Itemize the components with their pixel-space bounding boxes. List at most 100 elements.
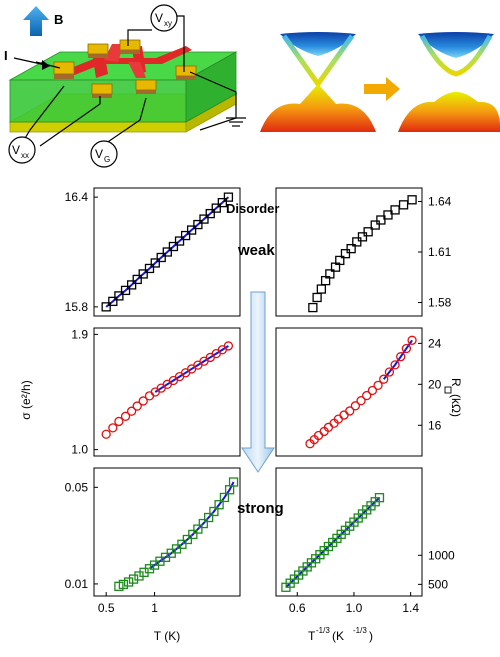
data-point — [340, 249, 351, 259]
data-point — [308, 302, 318, 313]
vg-meter: V G — [90, 140, 118, 168]
left-x-axis-label: T (K) — [154, 629, 180, 643]
data-point — [204, 512, 214, 523]
data-point — [162, 247, 172, 257]
data-point — [384, 367, 395, 377]
data-point — [376, 215, 386, 225]
y-tick-label: 16.4 — [65, 190, 89, 204]
fit-line — [105, 196, 230, 308]
right-x-axis-label: T — [308, 629, 316, 643]
contact-pad — [135, 79, 157, 94]
weak-label: weak — [237, 242, 275, 259]
y-tick-label: 1000 — [428, 548, 455, 562]
y-tick-label: 1.64 — [428, 194, 452, 208]
plot-weak-left: 15.8 16.4 — [65, 190, 234, 314]
contact-pads — [53, 39, 197, 98]
data-point — [144, 263, 155, 274]
device-schematic: B — [4, 4, 246, 168]
data-point — [150, 258, 160, 268]
data-point — [345, 406, 355, 416]
plot-weak-right: 1.58 1.61 1.64 — [308, 194, 452, 313]
y-tick-label: 500 — [428, 577, 448, 591]
y-tick-label: 1.61 — [428, 245, 452, 259]
vg-label: V — [95, 147, 103, 161]
data-point — [199, 214, 209, 224]
contact-pad — [87, 43, 109, 58]
contact-pad — [53, 61, 75, 79]
panel-frame-mid-left — [93, 327, 241, 457]
data-point — [128, 574, 139, 584]
data-point — [120, 411, 131, 421]
disorder-arrow-icon — [241, 291, 275, 473]
y-tick-label: 24 — [428, 336, 442, 350]
data-point — [407, 335, 417, 345]
contact-pad — [119, 39, 141, 54]
data-point — [114, 416, 124, 427]
plot-mid-right: 16 20 24 — [305, 335, 442, 449]
data-point — [120, 285, 131, 296]
vxy-label: V — [155, 11, 163, 25]
data-point — [312, 292, 322, 303]
disorder-label: Disorder — [226, 201, 279, 216]
data-point — [335, 255, 345, 266]
strong-label: strong — [237, 500, 284, 517]
data-point — [182, 534, 193, 545]
data-point — [373, 380, 383, 390]
data-point — [398, 200, 409, 210]
data-point — [228, 477, 239, 487]
y-tick-label: 1.0 — [71, 443, 88, 457]
x-tick-label: 1.0 — [346, 601, 363, 615]
panel-frame-weak-left — [93, 187, 241, 317]
y-tick-label: 0.01 — [65, 577, 89, 591]
vg-subscript: G — [104, 155, 110, 164]
data-point — [346, 243, 356, 254]
vxy-meter: V xy — [150, 4, 178, 32]
current-arrow-icon — [13, 57, 51, 70]
data-point — [390, 205, 400, 215]
panel-frame-mid-right — [275, 327, 423, 457]
vxx-meter: V xx — [8, 136, 36, 164]
y-tick-label: 15.8 — [65, 300, 89, 314]
data-point — [379, 374, 389, 384]
plot-strong-left: 0.01 0.05 0.5 1 — [65, 477, 239, 615]
data-point — [363, 227, 373, 237]
data-point — [132, 401, 142, 411]
data-point — [101, 302, 111, 312]
x-tick-label: 1 — [151, 601, 158, 615]
data-point — [126, 406, 137, 416]
data-point — [108, 296, 118, 307]
data-point — [374, 493, 385, 503]
square-icon — [444, 386, 452, 394]
data-point — [316, 284, 327, 294]
y-tick-label: 1.9 — [71, 327, 88, 341]
vxx-label: V — [12, 143, 20, 157]
x-tick-label: 0.6 — [289, 601, 306, 615]
vxy-subscript: xy — [164, 19, 172, 28]
right-x-axis-label-group: T -1/3 (K -1/3 ) — [308, 626, 373, 643]
fit-line — [382, 339, 413, 380]
data-point — [383, 210, 393, 220]
wires — [23, 15, 246, 151]
data-point — [217, 197, 227, 208]
current-label: I — [4, 48, 8, 63]
data-point — [356, 396, 366, 406]
data-point — [357, 232, 368, 242]
dirac-cone-gapless — [260, 32, 376, 132]
right-x-axis-unit-sup: -1/3 — [353, 626, 367, 635]
y-tick-label: 0.05 — [65, 480, 89, 494]
left-y-axis-label: σ (e²/h) — [19, 380, 33, 419]
data-point — [177, 539, 187, 549]
data-point — [114, 291, 124, 301]
data-point — [205, 208, 215, 219]
data-point — [124, 577, 134, 587]
data-point — [132, 274, 142, 285]
panel-frame-strong-left — [93, 467, 241, 597]
data-point — [126, 280, 137, 290]
right-y-axis-label: R — [449, 378, 463, 387]
data-point — [325, 269, 335, 279]
data-point — [188, 529, 198, 540]
data-point — [396, 352, 406, 362]
data-point — [401, 343, 412, 354]
data-point — [198, 518, 208, 529]
